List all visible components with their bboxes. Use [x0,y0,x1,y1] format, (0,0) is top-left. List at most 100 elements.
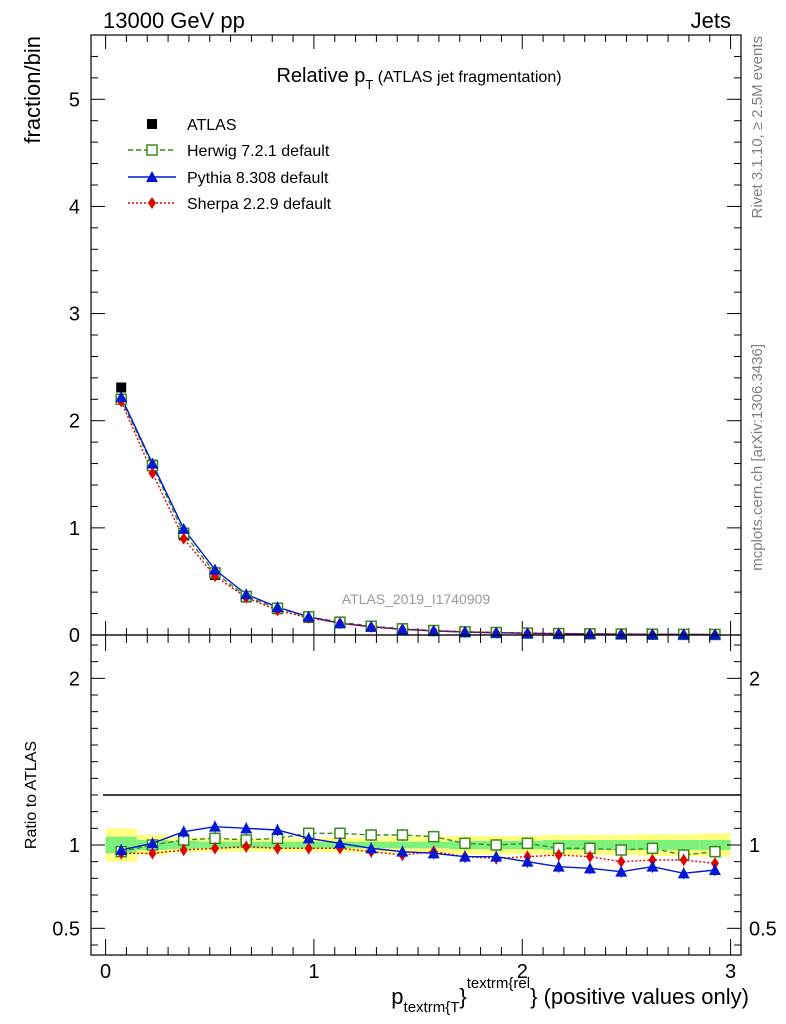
ratio-data-point [240,822,253,834]
ratio-data-point [333,837,346,849]
x-axis: 0 1 2 3 [100,635,736,983]
ratio-data-point [242,840,251,853]
ratio-data-point [521,837,534,850]
ratio-data-point [365,829,377,841]
legend-label: Pythia 8.308 default [187,170,329,187]
ratio-data-point [708,864,721,875]
ratio-data-point [273,842,282,855]
chart-title-rest: (ATLAS jet fragmentation) [373,69,561,86]
x-tick-label: 2 [517,961,528,983]
data-point [552,627,565,639]
data-point [302,610,315,622]
ratio-data-point [396,829,409,841]
data-point [240,588,253,600]
legend-marker [146,171,158,182]
data-point [677,628,690,640]
uncertainty-band-inner [386,841,419,849]
data-point [458,626,471,637]
data-point [708,628,721,640]
x-axis-label-sub: textrm{T [404,999,460,1016]
legend-marker [148,197,156,209]
ratio-data-point [677,867,690,879]
data-point [116,382,127,393]
ratio-data-point [334,827,346,840]
ratio-data-point [710,857,719,870]
ratio-y-axis: 0.5 0.5 1 1 2 2 [52,644,777,946]
legend-label: Herwig 7.2.1 default [187,143,330,160]
ratio-series [115,820,721,880]
main-ylabel: fraction/bin [20,36,45,144]
legend: ATLAS Herwig 7.2.1 default Pythia 8.308 de… [128,117,332,213]
data-point [646,628,659,640]
ratio-data-point [177,825,190,837]
ratio-data-point [302,832,315,844]
x-tick-label: 3 [725,961,736,983]
chart-title-sub: T [365,77,373,92]
ratio-data-point [304,842,313,855]
y-tick-label: 2 [69,411,80,433]
header-right: Jets [691,8,731,33]
ratio-data-point [209,832,221,845]
data-point [396,623,409,635]
ratio-data-point [615,844,627,856]
watermark: ATLAS_2019_I1740909 [342,591,491,607]
chart-title-main: Relative p [276,65,365,87]
ratio-data-point [554,849,563,861]
ratio-data-point [583,862,596,874]
ratio-data-point [709,845,721,858]
legend-label: Sherpa 2.2.9 default [187,196,332,213]
ratio-data-point [396,845,409,857]
ratio-data-point [115,844,128,855]
header-left: 13000 GeV pp [103,8,245,33]
main-series [115,382,721,641]
ratio-data-point [458,850,471,862]
ratio-series-line [121,825,716,875]
ratio-y-tick-label-right: 0.5 [749,918,777,940]
mcplots-label: mcplots.cern.ch [arXiv:1306.3436] [749,344,766,571]
data-point [271,601,284,613]
legend-marker [146,144,158,156]
data-point [177,522,190,534]
uncertainty-band-inner [418,841,450,849]
ratio-data-point [521,855,534,867]
data-point [615,628,628,640]
ratio-bands [105,828,731,862]
uncertainty-band-inner [699,840,731,850]
ratio-data-point [208,820,221,832]
ratio-series-line [121,845,716,865]
data-point [179,532,188,545]
x-tick-label: 0 [100,961,111,983]
ratio-data-point [427,847,440,859]
ratio-data-point [617,855,626,868]
ratio-data-point [490,850,503,862]
x-tick-label: 1 [308,961,319,983]
y-tick-label: 0 [69,625,80,647]
y-tick-label: 4 [69,196,80,218]
legend-label: ATLAS [187,117,237,134]
ratio-data-point [459,837,471,850]
chart-title: Relative pT (ATLAS jet fragmentation) [276,65,561,92]
ratio-y-tick-label-right: 2 [749,668,760,690]
main-y-axis: 0 1 2 3 4 5 [69,35,741,647]
data-point [333,617,346,629]
ratio-data-point [271,824,284,835]
data-point [148,467,157,480]
ratio-data-point [148,847,157,860]
data-point [583,627,596,639]
ratio-data-point [210,842,219,855]
ratio-data-point [615,865,628,877]
x-axis-label-main: p [391,984,403,1009]
ratio-ylabel: Ratio to ATLAS [23,741,40,849]
data-point [115,391,128,403]
main-panel: 0 1 2 3 4 5 fraction/bin Relative pT (ATLAS j… [20,34,742,647]
ratio-y-tick-label: 0.5 [52,918,80,940]
ratio-data-point [552,860,565,872]
data-point [146,457,159,469]
ratio-y-tick-label: 1 [69,835,80,857]
ratio-data-point [646,860,659,872]
ratio-data-point [648,854,657,866]
y-tick-label: 1 [69,518,80,540]
series-line [120,401,715,636]
ratio-data-point [365,842,378,854]
